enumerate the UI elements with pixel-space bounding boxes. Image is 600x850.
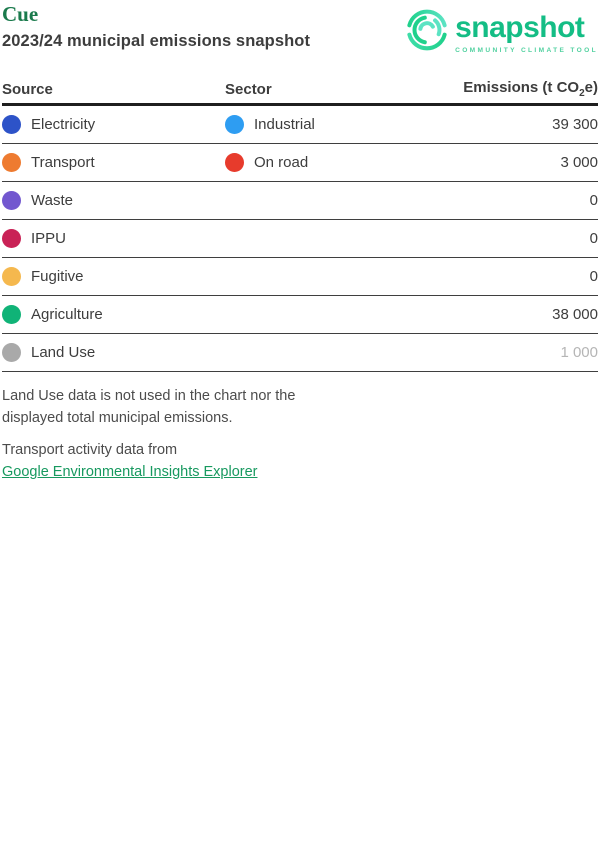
municipality-name: Cue [2, 2, 39, 26]
source-color-dot [2, 343, 21, 362]
column-header-emissions: Emissions (t CO2e) [463, 79, 598, 99]
source-label: IPPU [31, 230, 67, 247]
emissions-header-suffix: e) [584, 79, 598, 96]
logo-wordmark: snapshot [455, 11, 585, 44]
source-color-dot [2, 191, 21, 210]
report-titles: Cue 2023/24 municipal emissions snapshot [2, 2, 310, 51]
page-title: 2023/24 municipal emissions snapshot [2, 32, 311, 51]
sector-color-dot [225, 115, 244, 134]
source-cell: Fugitive [2, 267, 225, 286]
footnotes: Land Use data is not used in the chart n… [2, 385, 598, 483]
source-cell: Waste [2, 191, 225, 210]
source-label: Waste [31, 192, 73, 209]
sector-label: Industrial [254, 116, 315, 133]
snapshot-logo-icon [407, 9, 447, 51]
table-row: Electricity Industrial 39 300 [2, 106, 598, 144]
co2-subscript: 2 [579, 88, 585, 99]
table-row: Land Use 1 000 [2, 334, 598, 372]
source-label: Agriculture [31, 306, 103, 323]
emissions-value: 0 [589, 268, 598, 285]
table-row: IPPU 0 [2, 220, 598, 258]
source-color-dot [2, 229, 21, 248]
emissions-value: 3 000 [560, 154, 598, 171]
table-row: Waste 0 [2, 182, 598, 220]
sector-color-dot [225, 153, 244, 172]
report-header: Cue 2023/24 municipal emissions snapshot [2, 2, 598, 54]
source-cell: Electricity [2, 115, 225, 134]
sector-cell: Industrial [225, 115, 552, 134]
transport-note: Transport activity data from Google Envi… [2, 439, 598, 483]
emissions-table-body: Electricity Industrial 39 300 Transport … [2, 106, 598, 372]
source-label: Electricity [31, 116, 96, 133]
emissions-value: 38 000 [552, 306, 598, 323]
source-cell: IPPU [2, 229, 225, 248]
emissions-header-text: Emissions (t CO [463, 79, 580, 96]
column-header-source: Source [2, 80, 53, 98]
source-label: Transport [31, 154, 95, 171]
snapshot-logo: snapshot COMMUNITY CLIMATE TOOL [404, 4, 598, 54]
source-color-dot [2, 115, 21, 134]
emissions-table: Source Sector Emissions (t CO2e) Electri… [2, 75, 598, 372]
emissions-table-header: Source Sector Emissions (t CO2e) [2, 75, 598, 106]
source-label: Land Use [31, 344, 96, 361]
emissions-value: 1 000 [560, 344, 598, 361]
source-color-dot [2, 153, 21, 172]
emissions-value: 39 300 [552, 116, 598, 133]
table-row: Agriculture 38 000 [2, 296, 598, 334]
insights-explorer-link[interactable]: Google Environmental Insights Explorer [2, 464, 258, 480]
source-label: Fugitive [31, 268, 84, 285]
source-color-dot [2, 305, 21, 324]
sector-label: On road [254, 154, 309, 171]
land-use-note: Land Use data is not used in the chart n… [2, 388, 296, 426]
sector-cell: On road [225, 153, 560, 172]
transport-note-text: Transport activity data from [2, 442, 178, 458]
emissions-value: 0 [589, 230, 598, 247]
emissions-value: 0 [589, 192, 598, 209]
table-row: Fugitive 0 [2, 258, 598, 296]
source-color-dot [2, 267, 21, 286]
logo-tagline: COMMUNITY CLIMATE TOOL [455, 47, 598, 54]
table-row: Transport On road 3 000 [2, 144, 598, 182]
logo-text: snapshot COMMUNITY CLIMATE TOOL [455, 4, 598, 55]
source-cell: Agriculture [2, 305, 225, 324]
source-cell: Land Use [2, 343, 225, 362]
source-cell: Transport [2, 153, 225, 172]
column-header-sector: Sector [225, 80, 272, 98]
